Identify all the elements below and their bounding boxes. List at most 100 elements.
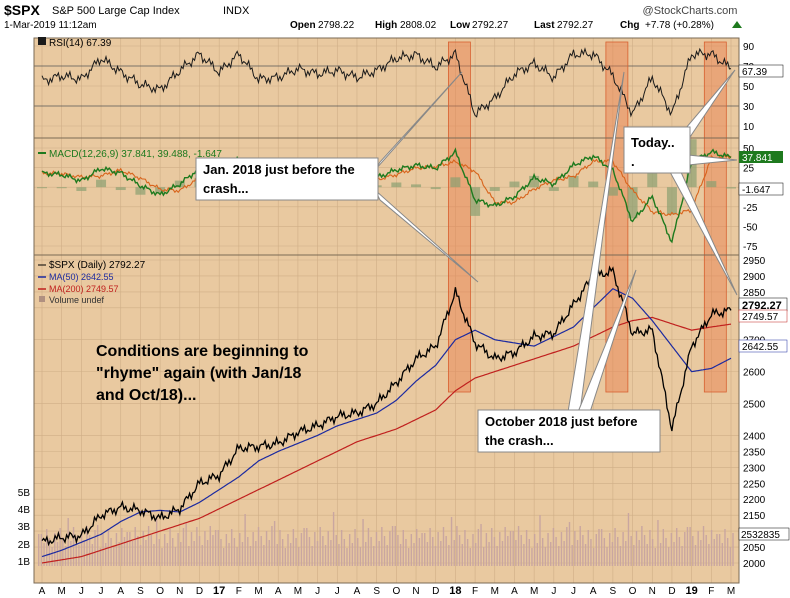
x-tick-label: F xyxy=(472,586,478,597)
x-tick-label: M xyxy=(727,586,735,597)
volume-bar xyxy=(94,530,96,566)
x-tick-label: J xyxy=(99,586,104,597)
volume-bar xyxy=(566,527,568,566)
volume-bar xyxy=(673,542,675,566)
volume-bar xyxy=(343,539,346,566)
highlight-band xyxy=(447,41,471,393)
volume-bar xyxy=(233,538,236,566)
volume-bar xyxy=(579,526,581,566)
callout-jan-2018-line2: crash... xyxy=(203,181,249,196)
volume-bar xyxy=(397,535,399,566)
callout-jan-2018-line1: Jan. 2018 just before the xyxy=(203,162,355,177)
volume-bar xyxy=(515,540,517,566)
volume-bar xyxy=(163,534,166,566)
volume-bar xyxy=(710,530,713,566)
volume-bar xyxy=(633,545,635,566)
x-tick-label: N xyxy=(649,586,656,597)
open-label: Open xyxy=(290,20,316,31)
volume-bar xyxy=(488,542,490,566)
callout-today-line2: . xyxy=(631,154,635,169)
volume-bar xyxy=(306,528,308,566)
volume-bar xyxy=(367,528,370,566)
x-tick-label: J xyxy=(315,586,320,597)
price-tick-label: 2300 xyxy=(743,463,766,474)
volume-bar xyxy=(51,547,53,566)
x-tick-label: D xyxy=(196,586,203,597)
volume-bar xyxy=(161,548,163,566)
volume-bar xyxy=(271,526,273,566)
volume-bar xyxy=(212,535,214,566)
macd-histogram-bar xyxy=(115,187,126,191)
volume-bar xyxy=(220,539,222,566)
chevron-up-icon xyxy=(732,21,742,28)
macd-histogram-bar xyxy=(411,184,422,188)
callout-today-box xyxy=(623,126,691,174)
macd-tick-label: 50 xyxy=(743,144,755,155)
volume-bar xyxy=(64,546,67,566)
volume-bar xyxy=(646,544,648,566)
volume-bar xyxy=(335,535,337,566)
volume-bar xyxy=(483,547,485,566)
volume-bar xyxy=(365,542,367,566)
macd-histogram-bar xyxy=(607,187,618,196)
volume-bar xyxy=(576,540,579,566)
volume-bar xyxy=(456,526,458,566)
volume-bar xyxy=(641,526,643,566)
volume-bar xyxy=(539,515,541,566)
x-tick-label: A xyxy=(590,586,597,597)
volume-bar xyxy=(228,543,230,566)
x-tick-label: A xyxy=(354,586,361,597)
x-tick-label: S xyxy=(137,586,144,597)
volume-bar xyxy=(461,544,463,566)
volume-bar xyxy=(705,535,707,566)
volume-bar xyxy=(499,532,501,566)
volume-bar xyxy=(88,535,91,566)
volume-bar xyxy=(292,529,295,566)
volume-bar xyxy=(721,543,723,566)
volume-bar xyxy=(78,545,80,566)
volume-bar xyxy=(155,516,158,566)
volume-bar xyxy=(692,536,694,566)
volume-bar xyxy=(426,542,429,566)
high-value: 2808.02 xyxy=(400,20,437,31)
ma50-legend: MA(50) 2642.55 xyxy=(49,272,114,282)
volume-bar xyxy=(255,541,257,566)
macd-histogram-bar xyxy=(509,181,520,188)
macd-histogram-bar xyxy=(450,177,461,188)
volume-bar xyxy=(75,536,77,566)
volume-bar xyxy=(657,520,659,566)
volume-bar xyxy=(118,542,120,566)
volume-bar xyxy=(563,541,565,566)
volume-bar xyxy=(236,547,238,566)
volume-bar xyxy=(659,543,662,566)
x-tick-label: O xyxy=(629,586,637,597)
volume-bar xyxy=(726,538,729,566)
macd-histogram-bar xyxy=(647,172,658,188)
volume-bar xyxy=(96,525,99,566)
volume-tick-label: 4B xyxy=(18,505,31,516)
volume-bar xyxy=(252,532,254,566)
last-label: Last xyxy=(534,20,555,31)
volume-bar xyxy=(196,527,198,566)
volume-bar xyxy=(504,527,506,566)
x-tick-label: F xyxy=(708,586,714,597)
rsi-tick-label: 30 xyxy=(743,102,755,113)
volume-bar xyxy=(126,532,128,566)
volume-bar xyxy=(214,530,217,566)
volume-bar xyxy=(509,531,512,566)
volume-bar xyxy=(541,538,544,566)
volume-bar xyxy=(684,532,686,566)
rsi-line xyxy=(41,47,732,118)
volume-bar xyxy=(558,546,560,566)
volume-bar xyxy=(450,517,453,566)
volume-bar xyxy=(469,548,472,566)
volume-bar xyxy=(260,536,262,566)
rsi-legend: RSI(14) 67.39 xyxy=(49,38,112,49)
price-tick-label: 2250 xyxy=(743,479,766,490)
volume-bar xyxy=(523,544,525,566)
rsi-last-box xyxy=(738,64,784,78)
volume-bar xyxy=(617,537,619,566)
volume-bar xyxy=(485,533,488,566)
volume-bar xyxy=(667,547,670,566)
volume-bar xyxy=(614,528,616,566)
